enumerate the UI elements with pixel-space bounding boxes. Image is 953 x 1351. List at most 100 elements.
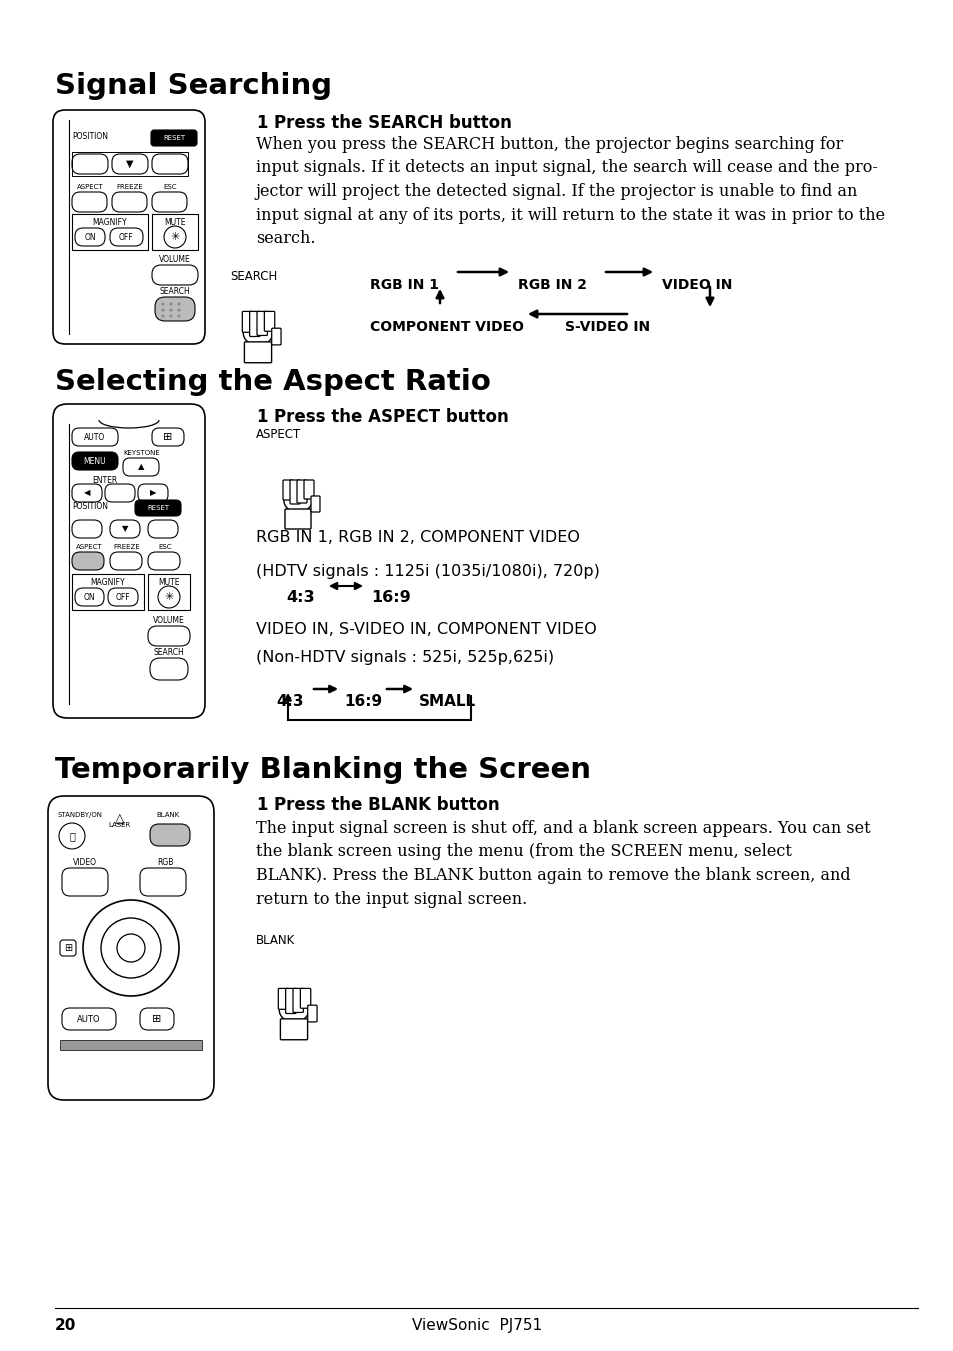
FancyBboxPatch shape <box>154 297 194 322</box>
FancyBboxPatch shape <box>256 311 267 335</box>
Text: FREEZE: FREEZE <box>113 544 140 550</box>
Text: 16:9: 16:9 <box>344 694 382 709</box>
FancyBboxPatch shape <box>272 328 281 345</box>
Text: MAGNIFY: MAGNIFY <box>92 218 127 227</box>
Text: POSITION: POSITION <box>71 503 108 511</box>
Circle shape <box>170 315 172 317</box>
Circle shape <box>177 308 180 312</box>
FancyBboxPatch shape <box>71 553 104 570</box>
Circle shape <box>59 823 85 848</box>
FancyBboxPatch shape <box>53 109 205 345</box>
Text: RESET: RESET <box>163 135 185 141</box>
Text: ON: ON <box>84 232 95 242</box>
FancyBboxPatch shape <box>311 496 319 512</box>
Ellipse shape <box>279 998 309 1021</box>
FancyBboxPatch shape <box>138 484 168 503</box>
Text: LASER: LASER <box>109 821 131 828</box>
FancyBboxPatch shape <box>296 480 307 503</box>
Text: Press the SEARCH button: Press the SEARCH button <box>274 113 512 132</box>
FancyBboxPatch shape <box>152 192 187 212</box>
FancyBboxPatch shape <box>152 154 188 174</box>
Text: MUTE: MUTE <box>164 218 186 227</box>
Text: VOLUME: VOLUME <box>153 616 185 626</box>
Circle shape <box>158 586 180 608</box>
FancyBboxPatch shape <box>110 228 143 246</box>
Circle shape <box>117 934 145 962</box>
Text: MAGNIFY: MAGNIFY <box>91 578 125 586</box>
Text: OFF: OFF <box>115 593 131 601</box>
FancyBboxPatch shape <box>112 154 148 174</box>
FancyBboxPatch shape <box>293 989 303 1012</box>
FancyBboxPatch shape <box>150 658 188 680</box>
Text: 1: 1 <box>255 408 267 426</box>
Circle shape <box>101 917 161 978</box>
Text: 4:3: 4:3 <box>286 590 314 605</box>
Text: Selecting the Aspect Ratio: Selecting the Aspect Ratio <box>55 367 491 396</box>
Text: MENU: MENU <box>84 457 106 466</box>
Text: AUTO: AUTO <box>84 432 106 442</box>
Text: RGB IN 1, RGB IN 2, COMPONENT VIDEO: RGB IN 1, RGB IN 2, COMPONENT VIDEO <box>255 530 579 544</box>
Ellipse shape <box>243 322 273 345</box>
Text: Press the ASPECT button: Press the ASPECT button <box>274 408 508 426</box>
Text: S-VIDEO IN: S-VIDEO IN <box>564 320 649 334</box>
FancyBboxPatch shape <box>283 480 293 500</box>
FancyBboxPatch shape <box>71 154 108 174</box>
Text: KEYSTONE: KEYSTONE <box>123 450 159 457</box>
Text: ⊞: ⊞ <box>163 432 172 442</box>
Text: 1: 1 <box>255 113 267 132</box>
Text: VIDEO IN: VIDEO IN <box>661 278 732 292</box>
Text: RGB IN 2: RGB IN 2 <box>517 278 586 292</box>
Text: ESC: ESC <box>158 544 172 550</box>
FancyBboxPatch shape <box>62 867 108 896</box>
Bar <box>71 153 188 176</box>
Text: ⏻: ⏻ <box>69 831 75 842</box>
Text: 1: 1 <box>255 796 267 815</box>
FancyBboxPatch shape <box>112 192 147 212</box>
Text: COMPONENT VIDEO: COMPONENT VIDEO <box>370 320 523 334</box>
FancyBboxPatch shape <box>264 311 274 331</box>
Text: ⊞: ⊞ <box>64 943 72 952</box>
FancyBboxPatch shape <box>242 311 253 332</box>
FancyBboxPatch shape <box>53 404 205 717</box>
FancyBboxPatch shape <box>285 989 295 1013</box>
Circle shape <box>170 308 172 312</box>
Text: MUTE: MUTE <box>158 578 179 586</box>
Text: ▲: ▲ <box>137 462 144 471</box>
Text: SEARCH: SEARCH <box>159 286 191 296</box>
Text: POSITION: POSITION <box>71 132 108 141</box>
Text: ✳: ✳ <box>164 592 173 603</box>
Text: ENTER: ENTER <box>92 476 117 485</box>
Text: ASPECT: ASPECT <box>76 184 103 190</box>
FancyBboxPatch shape <box>151 130 196 146</box>
Text: ON: ON <box>83 593 94 601</box>
Text: VIDEO IN, S-VIDEO IN, COMPONENT VIDEO: VIDEO IN, S-VIDEO IN, COMPONENT VIDEO <box>255 621 597 638</box>
Text: (Non-HDTV signals : 525i, 525p,625i): (Non-HDTV signals : 525i, 525p,625i) <box>255 650 554 665</box>
Circle shape <box>170 303 172 305</box>
Text: SEARCH: SEARCH <box>153 648 184 657</box>
FancyBboxPatch shape <box>71 484 102 503</box>
FancyBboxPatch shape <box>250 311 260 336</box>
Text: ViewSonic  PJ751: ViewSonic PJ751 <box>412 1319 541 1333</box>
FancyBboxPatch shape <box>71 520 102 538</box>
FancyBboxPatch shape <box>150 824 190 846</box>
Text: SMALL: SMALL <box>418 694 476 709</box>
Bar <box>148 574 190 611</box>
FancyBboxPatch shape <box>75 588 104 607</box>
FancyBboxPatch shape <box>148 520 178 538</box>
Text: ✳: ✳ <box>171 232 179 242</box>
Text: △: △ <box>115 812 125 825</box>
Text: SEARCH: SEARCH <box>230 270 277 282</box>
Bar <box>71 213 148 250</box>
Circle shape <box>83 900 179 996</box>
Text: The input signal screen is shut off, and a blank screen appears. You can set
the: The input signal screen is shut off, and… <box>255 820 870 908</box>
FancyBboxPatch shape <box>62 1008 116 1029</box>
Text: AUTO: AUTO <box>77 1015 101 1024</box>
Bar <box>71 574 144 611</box>
Text: 20: 20 <box>55 1319 76 1333</box>
Text: BLANK: BLANK <box>255 934 294 947</box>
FancyBboxPatch shape <box>110 553 142 570</box>
FancyBboxPatch shape <box>105 484 135 503</box>
FancyBboxPatch shape <box>60 940 76 957</box>
Text: STANDBY/ON: STANDBY/ON <box>58 812 103 817</box>
Circle shape <box>164 226 186 249</box>
